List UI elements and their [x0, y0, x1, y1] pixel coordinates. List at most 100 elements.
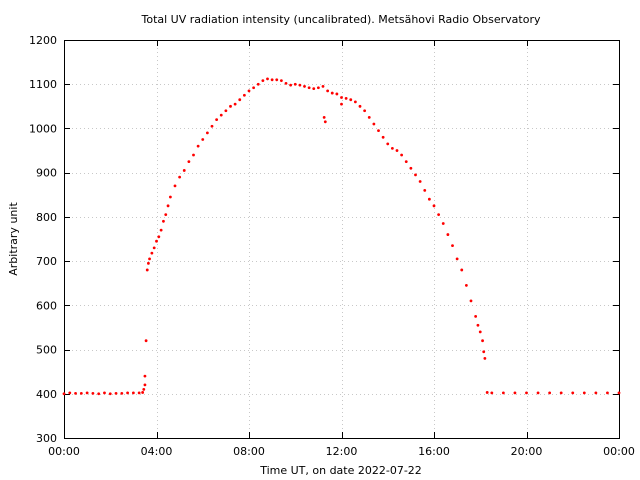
data-point [164, 213, 168, 217]
data-point [266, 77, 269, 81]
y-tick-label: 1100 [29, 78, 57, 91]
y-tick-label: 900 [36, 167, 57, 180]
data-point [152, 246, 156, 250]
data-point [196, 144, 200, 148]
y-tick-label: 1000 [29, 122, 57, 135]
data-point [501, 391, 505, 395]
axis-ticks [64, 40, 620, 439]
data-point [148, 257, 151, 261]
data-point [229, 104, 232, 108]
data-point [131, 391, 135, 395]
data-point [381, 135, 385, 139]
data-point [469, 299, 473, 303]
data-point [137, 391, 141, 395]
data-point [340, 102, 343, 106]
data-point [400, 153, 404, 157]
data-point [289, 83, 293, 87]
y-tick-label: 700 [36, 255, 57, 268]
x-tick-label: 12:00 [326, 445, 358, 458]
data-point [525, 391, 528, 395]
data-point [205, 131, 209, 135]
data-point [482, 350, 486, 354]
data-point [432, 204, 436, 208]
data-point [256, 82, 260, 86]
data-point [455, 257, 459, 261]
data-point [330, 91, 334, 95]
data-point [173, 184, 177, 188]
data-point [62, 392, 66, 396]
data-point [178, 175, 182, 179]
data-point [284, 81, 288, 85]
data-point [372, 122, 376, 126]
data-point [279, 79, 283, 83]
data-point [108, 392, 112, 396]
data-point [418, 180, 422, 183]
data-point [460, 268, 464, 272]
data-point [377, 129, 380, 133]
data-points [62, 77, 621, 396]
data-point [617, 391, 621, 395]
data-point [97, 392, 101, 396]
data-point [490, 391, 494, 395]
x-tick-label: 04:00 [141, 445, 173, 458]
data-point [224, 109, 228, 113]
data-point [307, 86, 311, 90]
data-point [159, 228, 163, 232]
data-point [353, 100, 357, 104]
data-point [386, 142, 390, 146]
x-tick-label: 20:00 [511, 445, 543, 458]
data-point [155, 239, 158, 243]
grid-lines [64, 40, 619, 438]
data-point [150, 251, 154, 255]
data-point [215, 118, 219, 121]
data-point [478, 330, 482, 334]
data-point [143, 383, 147, 387]
y-tick-label: 600 [36, 299, 57, 312]
data-point [441, 222, 445, 225]
data-point [157, 235, 161, 239]
x-axis-label: Time UT, on date 2022-07-22 [259, 464, 422, 477]
data-point [120, 391, 124, 395]
x-tick-label: 08:00 [233, 445, 265, 458]
y-tick-label: 400 [36, 388, 57, 401]
data-point [423, 188, 427, 192]
data-point [335, 92, 339, 96]
y-axis-label: Arbitrary unit [7, 202, 20, 276]
chart-title: Total UV radiation intensity (uncalibrat… [141, 13, 541, 26]
data-point [312, 87, 316, 91]
data-point [91, 391, 95, 395]
data-point [85, 391, 89, 395]
data-point [367, 115, 371, 119]
data-point [143, 374, 147, 378]
data-point [344, 96, 348, 100]
data-point [322, 115, 326, 119]
data-point [201, 138, 205, 141]
y-tick-label: 1200 [29, 34, 57, 47]
data-point [323, 120, 327, 124]
data-point [247, 89, 251, 93]
data-point [476, 323, 480, 327]
data-point [79, 391, 83, 395]
data-point [293, 82, 297, 86]
data-point [270, 78, 274, 82]
data-point [427, 197, 431, 201]
y-tick-label: 300 [36, 432, 57, 445]
data-point [103, 391, 106, 395]
data-point [303, 85, 306, 88]
data-point [68, 391, 72, 395]
data-point [166, 204, 170, 208]
data-point [316, 86, 320, 90]
data-point [594, 391, 598, 395]
data-point [192, 153, 195, 157]
data-point [142, 387, 146, 391]
data-point [349, 98, 353, 102]
data-point [326, 89, 330, 93]
data-point [114, 391, 118, 395]
data-point [481, 339, 484, 343]
data-point [437, 213, 441, 217]
data-point [238, 98, 242, 102]
data-point [261, 79, 265, 83]
y-tick-label: 500 [36, 344, 57, 357]
data-point [340, 96, 343, 99]
